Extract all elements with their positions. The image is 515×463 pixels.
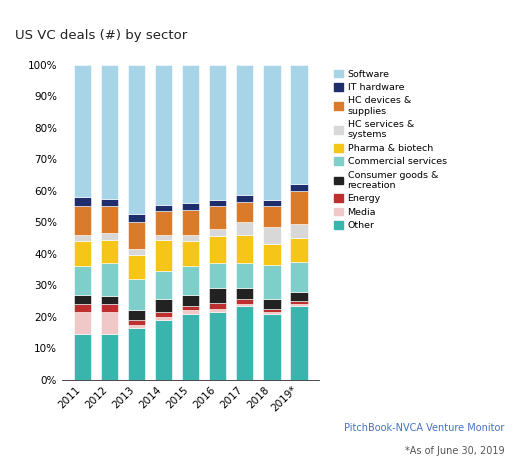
Legend: Software, IT hardware, HC devices &
supplies, HC services &
systems, Pharma & bi: Software, IT hardware, HC devices & supp… (334, 69, 447, 230)
Bar (182, 313, 199, 380)
Bar (209, 237, 227, 263)
Bar (154, 320, 173, 380)
Bar (236, 195, 253, 202)
Bar (236, 202, 253, 222)
Bar (182, 266, 199, 294)
Bar (128, 255, 145, 279)
Bar (100, 206, 118, 233)
Bar (290, 301, 307, 304)
Bar (236, 235, 253, 263)
Bar (209, 229, 227, 237)
Bar (182, 306, 199, 310)
Bar (182, 294, 199, 306)
Bar (154, 235, 173, 239)
Bar (182, 241, 199, 266)
Bar (263, 206, 281, 227)
Bar (263, 313, 281, 380)
Bar (154, 239, 173, 271)
Bar (154, 317, 173, 320)
Bar (128, 328, 145, 380)
Bar (154, 205, 173, 211)
Bar (128, 222, 145, 249)
Bar (263, 309, 281, 312)
Bar (128, 279, 145, 310)
Bar (100, 239, 118, 263)
Bar (236, 222, 253, 235)
Bar (290, 191, 307, 224)
Bar (236, 263, 253, 288)
Bar (236, 288, 253, 300)
Bar (209, 206, 227, 229)
Bar (100, 296, 118, 304)
Bar (100, 312, 118, 334)
Bar (154, 312, 173, 317)
Bar (100, 263, 118, 296)
Bar (209, 263, 227, 288)
Bar (182, 203, 199, 210)
Bar (128, 249, 145, 255)
Bar (209, 288, 227, 302)
Bar (182, 65, 199, 203)
Bar (182, 210, 199, 235)
Bar (290, 65, 307, 184)
Bar (100, 334, 118, 380)
Bar (154, 65, 173, 205)
Bar (290, 184, 307, 191)
Bar (263, 227, 281, 244)
Bar (290, 238, 307, 262)
Text: *As of June 30, 2019: *As of June 30, 2019 (405, 446, 505, 456)
Bar (128, 214, 145, 222)
Bar (263, 244, 281, 265)
Bar (236, 300, 253, 304)
Bar (236, 306, 253, 380)
Bar (74, 197, 91, 206)
Bar (128, 320, 145, 325)
Bar (263, 312, 281, 313)
Bar (290, 304, 307, 306)
Text: PitchBook-NVCA Venture Monitor: PitchBook-NVCA Venture Monitor (345, 423, 505, 433)
Bar (209, 302, 227, 309)
Bar (209, 200, 227, 206)
Bar (100, 304, 118, 312)
Bar (74, 294, 91, 304)
Bar (290, 262, 307, 292)
Bar (128, 325, 145, 328)
Bar (74, 266, 91, 294)
Bar (209, 312, 227, 380)
Bar (74, 334, 91, 380)
Bar (154, 211, 173, 235)
Bar (74, 206, 91, 235)
Bar (263, 265, 281, 300)
Bar (263, 200, 281, 206)
Bar (74, 65, 91, 197)
Bar (154, 300, 173, 312)
Bar (154, 271, 173, 300)
Bar (209, 65, 227, 200)
Bar (128, 310, 145, 320)
Bar (236, 304, 253, 306)
Bar (182, 235, 199, 241)
Bar (74, 235, 91, 241)
Bar (263, 300, 281, 309)
Bar (182, 310, 199, 313)
Bar (74, 241, 91, 266)
Bar (74, 312, 91, 334)
Bar (290, 224, 307, 238)
Bar (100, 65, 118, 199)
Bar (290, 292, 307, 301)
Bar (263, 65, 281, 200)
Bar (128, 65, 145, 214)
Bar (74, 304, 91, 312)
Bar (100, 233, 118, 239)
Bar (209, 309, 227, 312)
Bar (100, 199, 118, 206)
Bar (236, 65, 253, 195)
Text: US VC deals (#) by sector: US VC deals (#) by sector (15, 29, 187, 42)
Bar (290, 306, 307, 380)
